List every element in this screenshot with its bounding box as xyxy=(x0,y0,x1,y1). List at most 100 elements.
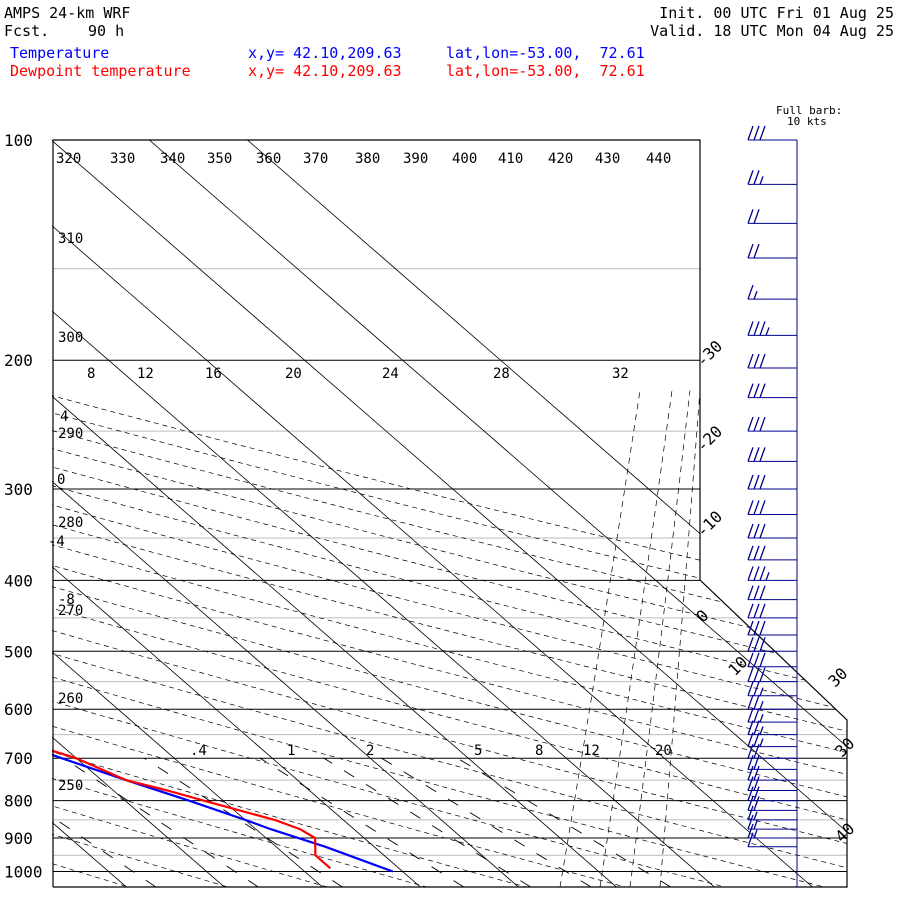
isotherm xyxy=(0,107,45,900)
dry-adiabat xyxy=(52,140,847,887)
pressure-tick-label: 1000 xyxy=(4,863,43,882)
wind-barb-flag xyxy=(759,353,766,369)
wind-barb-flag xyxy=(753,209,760,224)
wind-barb-flag xyxy=(747,243,754,259)
isotherm-label: 40 xyxy=(831,819,858,846)
wind-barb-flag xyxy=(747,776,754,791)
dry-adiabat xyxy=(52,140,847,887)
isotherm xyxy=(208,140,847,887)
isotherm-label: 10 xyxy=(724,652,751,679)
wind-barb-half xyxy=(753,820,758,830)
legend-temperature-latlon: lat,lon=-53.00, 72.61 xyxy=(446,44,645,62)
wind-barb-flag xyxy=(753,786,760,801)
wind-barb xyxy=(747,814,797,830)
theta-label: 430 xyxy=(595,151,620,167)
side-label: -4 xyxy=(48,534,65,550)
wind-barb xyxy=(747,447,797,462)
isotherm xyxy=(52,140,438,887)
legend-temperature-name: Temperature xyxy=(10,44,110,62)
barb-note-line2: 10 kts xyxy=(787,115,827,128)
side-label: 0 xyxy=(57,472,65,488)
wind-barb-flag xyxy=(753,707,760,723)
wind-barb-half xyxy=(759,726,764,735)
wind-barb-flag xyxy=(747,832,754,847)
wind-barb-flag xyxy=(753,720,760,735)
wind-barb-flag xyxy=(753,523,760,539)
dry-adiabat xyxy=(52,140,847,887)
wind-barb-flag xyxy=(753,743,760,759)
wind-barb xyxy=(747,667,797,683)
isotherm-label: -10 xyxy=(692,507,726,541)
valid-time: Valid. 18 UTC Mon 04 Aug 25 xyxy=(650,22,894,40)
theta-label: 360 xyxy=(256,151,281,167)
isotherm xyxy=(52,140,847,887)
dry-adiabat xyxy=(52,140,847,887)
wind-barb xyxy=(747,776,797,792)
wind-barb-flag xyxy=(747,523,754,539)
wind-barb xyxy=(747,694,797,710)
wind-barb-flag xyxy=(759,637,766,652)
wind-barb-flag xyxy=(753,353,760,369)
wind-barb xyxy=(747,566,797,581)
dry-adiabat xyxy=(52,140,847,887)
dry-adiabat xyxy=(52,140,847,887)
fcst-value: 90 h xyxy=(88,22,125,40)
wind-barb-flag xyxy=(759,523,766,539)
wind-barb-flag xyxy=(747,603,754,619)
side-label: 4 xyxy=(60,409,68,425)
theta-label: 270 xyxy=(58,603,83,619)
fcst-label: Fcst. xyxy=(4,22,50,40)
wind-barb-half xyxy=(753,811,758,821)
wind-barb-flag xyxy=(753,667,760,682)
wind-barb-flag xyxy=(747,284,754,300)
wind-barb-flag xyxy=(753,383,760,398)
wind-barb-flag xyxy=(747,743,754,759)
isotherm xyxy=(110,140,847,887)
legend-temperature-location: x,y= 42.10,209.63 xyxy=(248,44,402,62)
wind-barb-flag xyxy=(759,474,766,490)
wind-barb-flag xyxy=(747,209,754,224)
dry-adiabat xyxy=(52,140,847,887)
theta-label: 370 xyxy=(303,151,328,167)
wind-barb-flag xyxy=(747,545,754,561)
wind-barb-flag xyxy=(747,694,754,710)
pressure-tick-label: 600 xyxy=(4,700,33,719)
wind-barb-flag xyxy=(747,786,754,801)
pressure-tick-label: 900 xyxy=(4,829,33,848)
wind-barb xyxy=(747,284,797,300)
wind-barb-flag xyxy=(747,823,754,839)
wind-barb-flag xyxy=(747,125,754,141)
theta-label: 410 xyxy=(498,151,523,167)
wind-barb-flag xyxy=(753,545,760,561)
wind-barb-half xyxy=(759,176,764,185)
dry-adiabat xyxy=(52,140,847,887)
wind-barb-flag xyxy=(759,125,766,141)
wind-barb xyxy=(747,755,797,770)
wind-barb xyxy=(747,585,797,601)
dry-adiabat xyxy=(52,140,847,887)
wind-barb-flag xyxy=(753,243,760,259)
wind-barb xyxy=(747,383,797,399)
theta-label: 400 xyxy=(452,151,477,167)
side-label: -8 xyxy=(58,592,75,608)
side-isotherm-30: 30 xyxy=(824,664,851,691)
wind-barb-flag xyxy=(753,652,760,668)
isotherm xyxy=(52,140,634,887)
isotherm-label: 0 xyxy=(692,606,712,626)
mixing-ratio-label: 32 xyxy=(612,366,629,382)
wind-barb xyxy=(747,353,797,369)
pressure-tick-label: 100 xyxy=(4,131,33,150)
wind-barb-flag xyxy=(747,681,754,696)
wind-barb-flag xyxy=(747,170,754,185)
moist-adiabat xyxy=(559,390,641,887)
wind-barb-flag xyxy=(759,500,766,515)
dry-adiabat xyxy=(52,140,847,887)
wind-barb xyxy=(747,652,797,668)
wind-barb-flag xyxy=(753,125,760,141)
wind-barb-flag xyxy=(753,681,760,696)
theta-label: 390 xyxy=(403,151,428,167)
theta-label: 260 xyxy=(58,691,83,707)
wind-barb-flag xyxy=(747,500,754,515)
mixing-ratio-label: 20 xyxy=(655,743,672,759)
wind-barb-flag xyxy=(747,566,754,581)
